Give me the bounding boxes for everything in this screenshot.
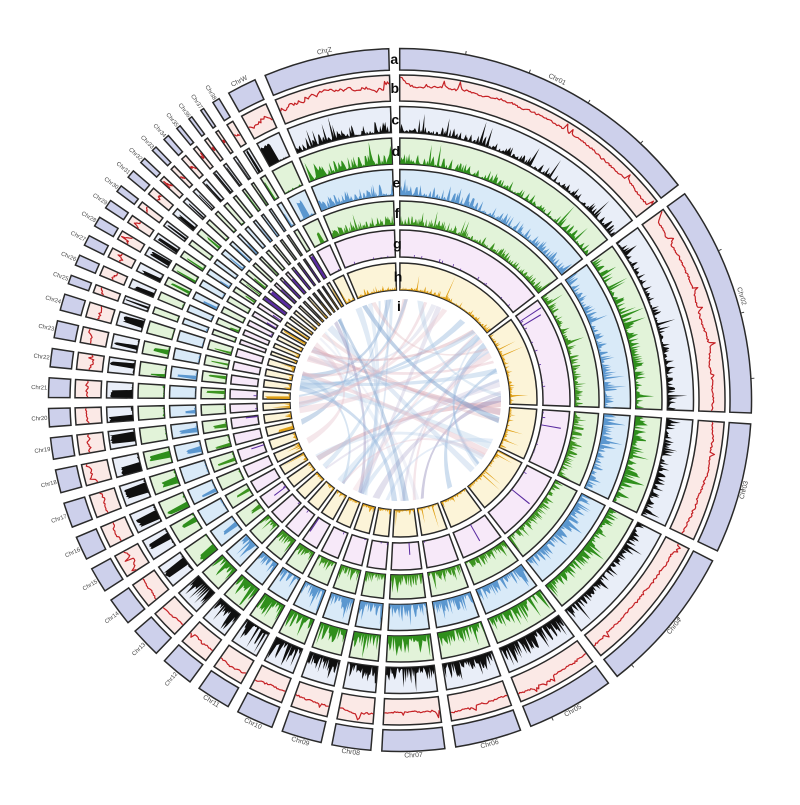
svg-text:a: a	[390, 51, 398, 67]
svg-text:d: d	[392, 143, 401, 159]
svg-text:h: h	[394, 269, 403, 285]
svg-text:g: g	[393, 236, 402, 252]
svg-text:i: i	[397, 298, 401, 314]
svg-text:b: b	[391, 80, 400, 96]
svg-text:e: e	[393, 175, 401, 191]
svg-text:f: f	[395, 205, 400, 221]
svg-text:c: c	[391, 112, 399, 128]
svg-text:Chr20: Chr20	[31, 416, 48, 423]
svg-text:Chr21: Chr21	[31, 385, 47, 392]
svg-text:Chr07: Chr07	[404, 752, 423, 760]
